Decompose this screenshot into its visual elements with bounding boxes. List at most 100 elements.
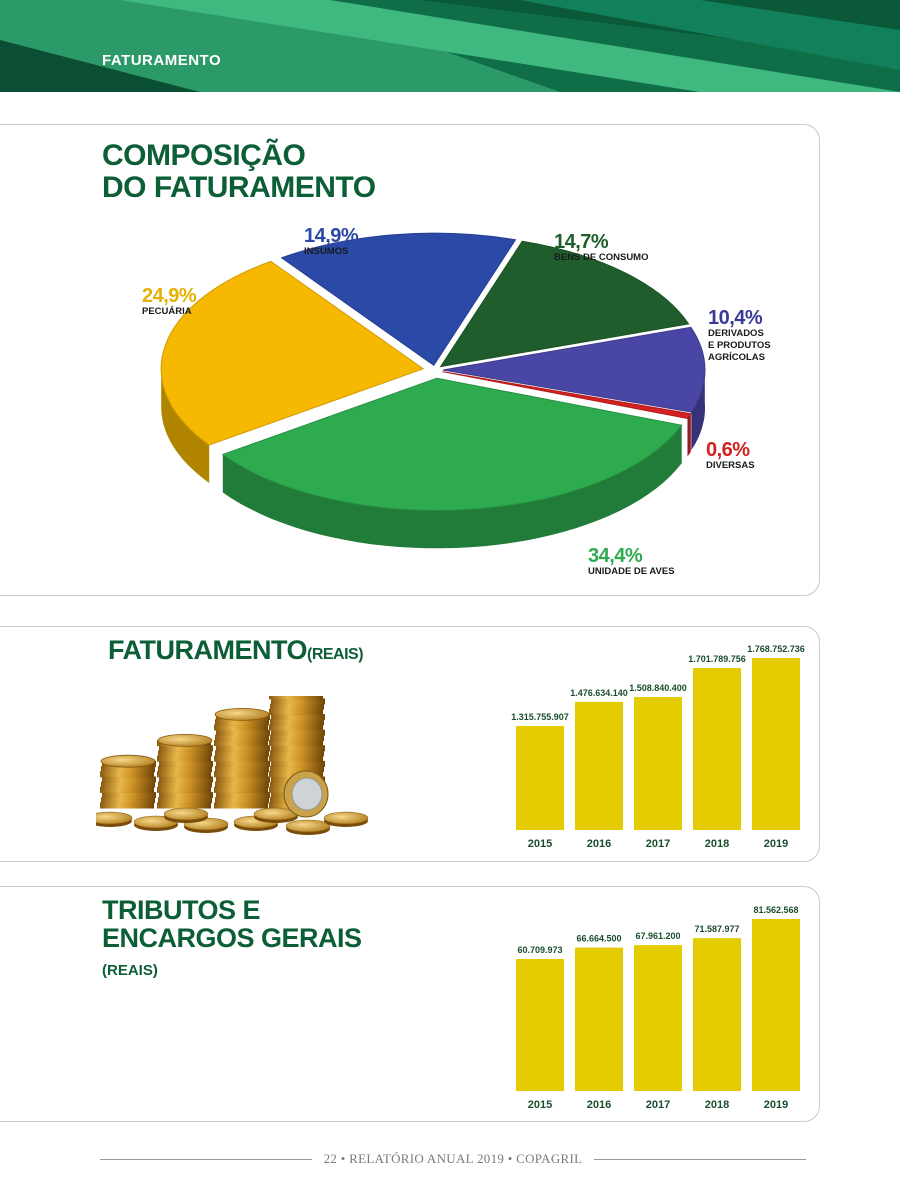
coins-illustration [96,696,369,835]
coin [214,802,268,809]
header-banner: FATURAMENTO [0,0,900,92]
bar-category-label: 2017 [646,1099,670,1111]
coin [269,709,323,715]
bar-category-label: 2015 [528,1099,552,1111]
coin [102,776,156,783]
pie-slice-side [687,413,691,457]
coin [159,745,213,752]
pie-slice [442,326,706,413]
bar-value-label: 1.476.634.140 [570,688,628,698]
bar-category-label: 2017 [646,838,670,850]
header-stripes [0,0,900,92]
pie-slice [439,240,690,368]
taxes-bars-svg: 60.709.973 2015 66.664.500 2016 67.961.200 20… [516,905,800,1111]
bar [752,919,800,1091]
revenue-title-text: FATURAMENTO [108,635,308,665]
bar-value-label: 1.768.752.736 [747,644,805,654]
coin [157,771,211,778]
coin [158,782,212,788]
coin [215,750,269,757]
taxes-unit: (REAIS) [102,962,158,979]
revenue-title: FATURAMENTO(REAIS) [108,635,364,665]
bar [693,668,741,830]
bar-value-label: 81.562.568 [753,905,798,915]
coin [214,724,268,731]
coin [102,792,156,799]
coin [270,766,324,773]
coin [157,802,211,809]
footer-text: 22 • RELATÓRIO ANUAL 2019 • COPAGRIL [323,1151,583,1166]
bar-category-label: 2015 [528,838,552,850]
taxes-title-line2: ENCARGOS GERAIS [102,923,362,954]
taxes-panel [0,886,820,1122]
coin-top [214,707,270,721]
coin [270,704,324,710]
coin [269,756,323,762]
coin [271,745,325,752]
coin [159,761,213,767]
bar [575,701,623,830]
footer: 22 • RELATÓRIO ANUAL 2019 • COPAGRIL [100,1150,806,1170]
pie-slice [221,377,683,511]
section-label: FATURAMENTO [102,52,222,69]
bar-value-label: 1.508.840.400 [629,683,687,693]
revenue-bar-chart: 1.315.755.907 2015 1.476.634.140 2016 1.508.… [508,636,808,856]
slice-pct: 34,4% [588,545,643,567]
coin [159,776,213,783]
slice-label-bens-de-consumo: 14,7% BENS DE CONSUMO [554,232,648,264]
coin [159,792,213,799]
bar-category-label: 2018 [705,838,729,850]
bar [634,945,682,1091]
coin [214,771,268,778]
pie-title: COMPOSIÇÃO DO FATURAMENTO [102,140,462,203]
coin [158,766,212,773]
bar [516,959,564,1091]
slice-name: DERIVADOS E PRODUTOS AGRÍCOLAS [708,328,771,363]
coin [269,740,323,747]
bar-value-label: 60.709.973 [517,945,562,955]
bar-value-label: 1.701.789.756 [688,654,746,664]
coin [101,797,155,804]
coin [100,787,154,793]
slice-pct: 14,7% [554,231,609,253]
coin [215,766,269,773]
coin [271,714,325,721]
loose-coin [285,819,331,833]
coin-top [157,734,213,747]
coin [269,724,323,731]
revenue-bars-svg: 1.315.755.907 2015 1.476.634.140 2016 1.508.… [511,644,805,850]
standing-coin-center [291,777,323,811]
coin [270,719,324,726]
loose-coin [323,811,369,825]
coin [271,730,325,736]
slice-label-insumos: 14,9% INSUMOS [304,226,359,258]
footer-rule-right [594,1159,806,1160]
coin [214,740,268,747]
pie-slice-side [691,365,705,451]
coin [216,792,270,799]
coin [158,750,212,757]
bar-category-label: 2016 [587,1099,611,1111]
coin [100,802,154,809]
bar [575,947,623,1091]
bar-category-label: 2016 [587,838,611,850]
loose-coin [96,811,133,825]
bar [693,938,741,1091]
slice-label-pecuaria: 24,9% PECUÁRIA [142,286,197,318]
slice-name: BENS DE CONSUMO [554,252,649,263]
coin [216,776,270,783]
slice-name: PECUÁRIA [142,306,192,317]
slice-name: UNIDADE DE AVES [588,566,675,577]
pie-title-line2: DO FATURAMENTO [102,170,376,204]
coin [270,735,324,741]
pie-slice-side [222,425,682,549]
coin [270,750,324,757]
bar-category-label: 2019 [764,1099,788,1111]
slice-label-unidade-de-aves: 34,4% UNIDADE DE AVES [588,546,675,578]
bar-value-label: 71.587.977 [694,924,739,934]
bar-category-label: 2018 [705,1099,729,1111]
coin [157,787,211,793]
coin [271,761,325,767]
pie-slice-side [161,367,210,483]
coin [214,756,268,762]
